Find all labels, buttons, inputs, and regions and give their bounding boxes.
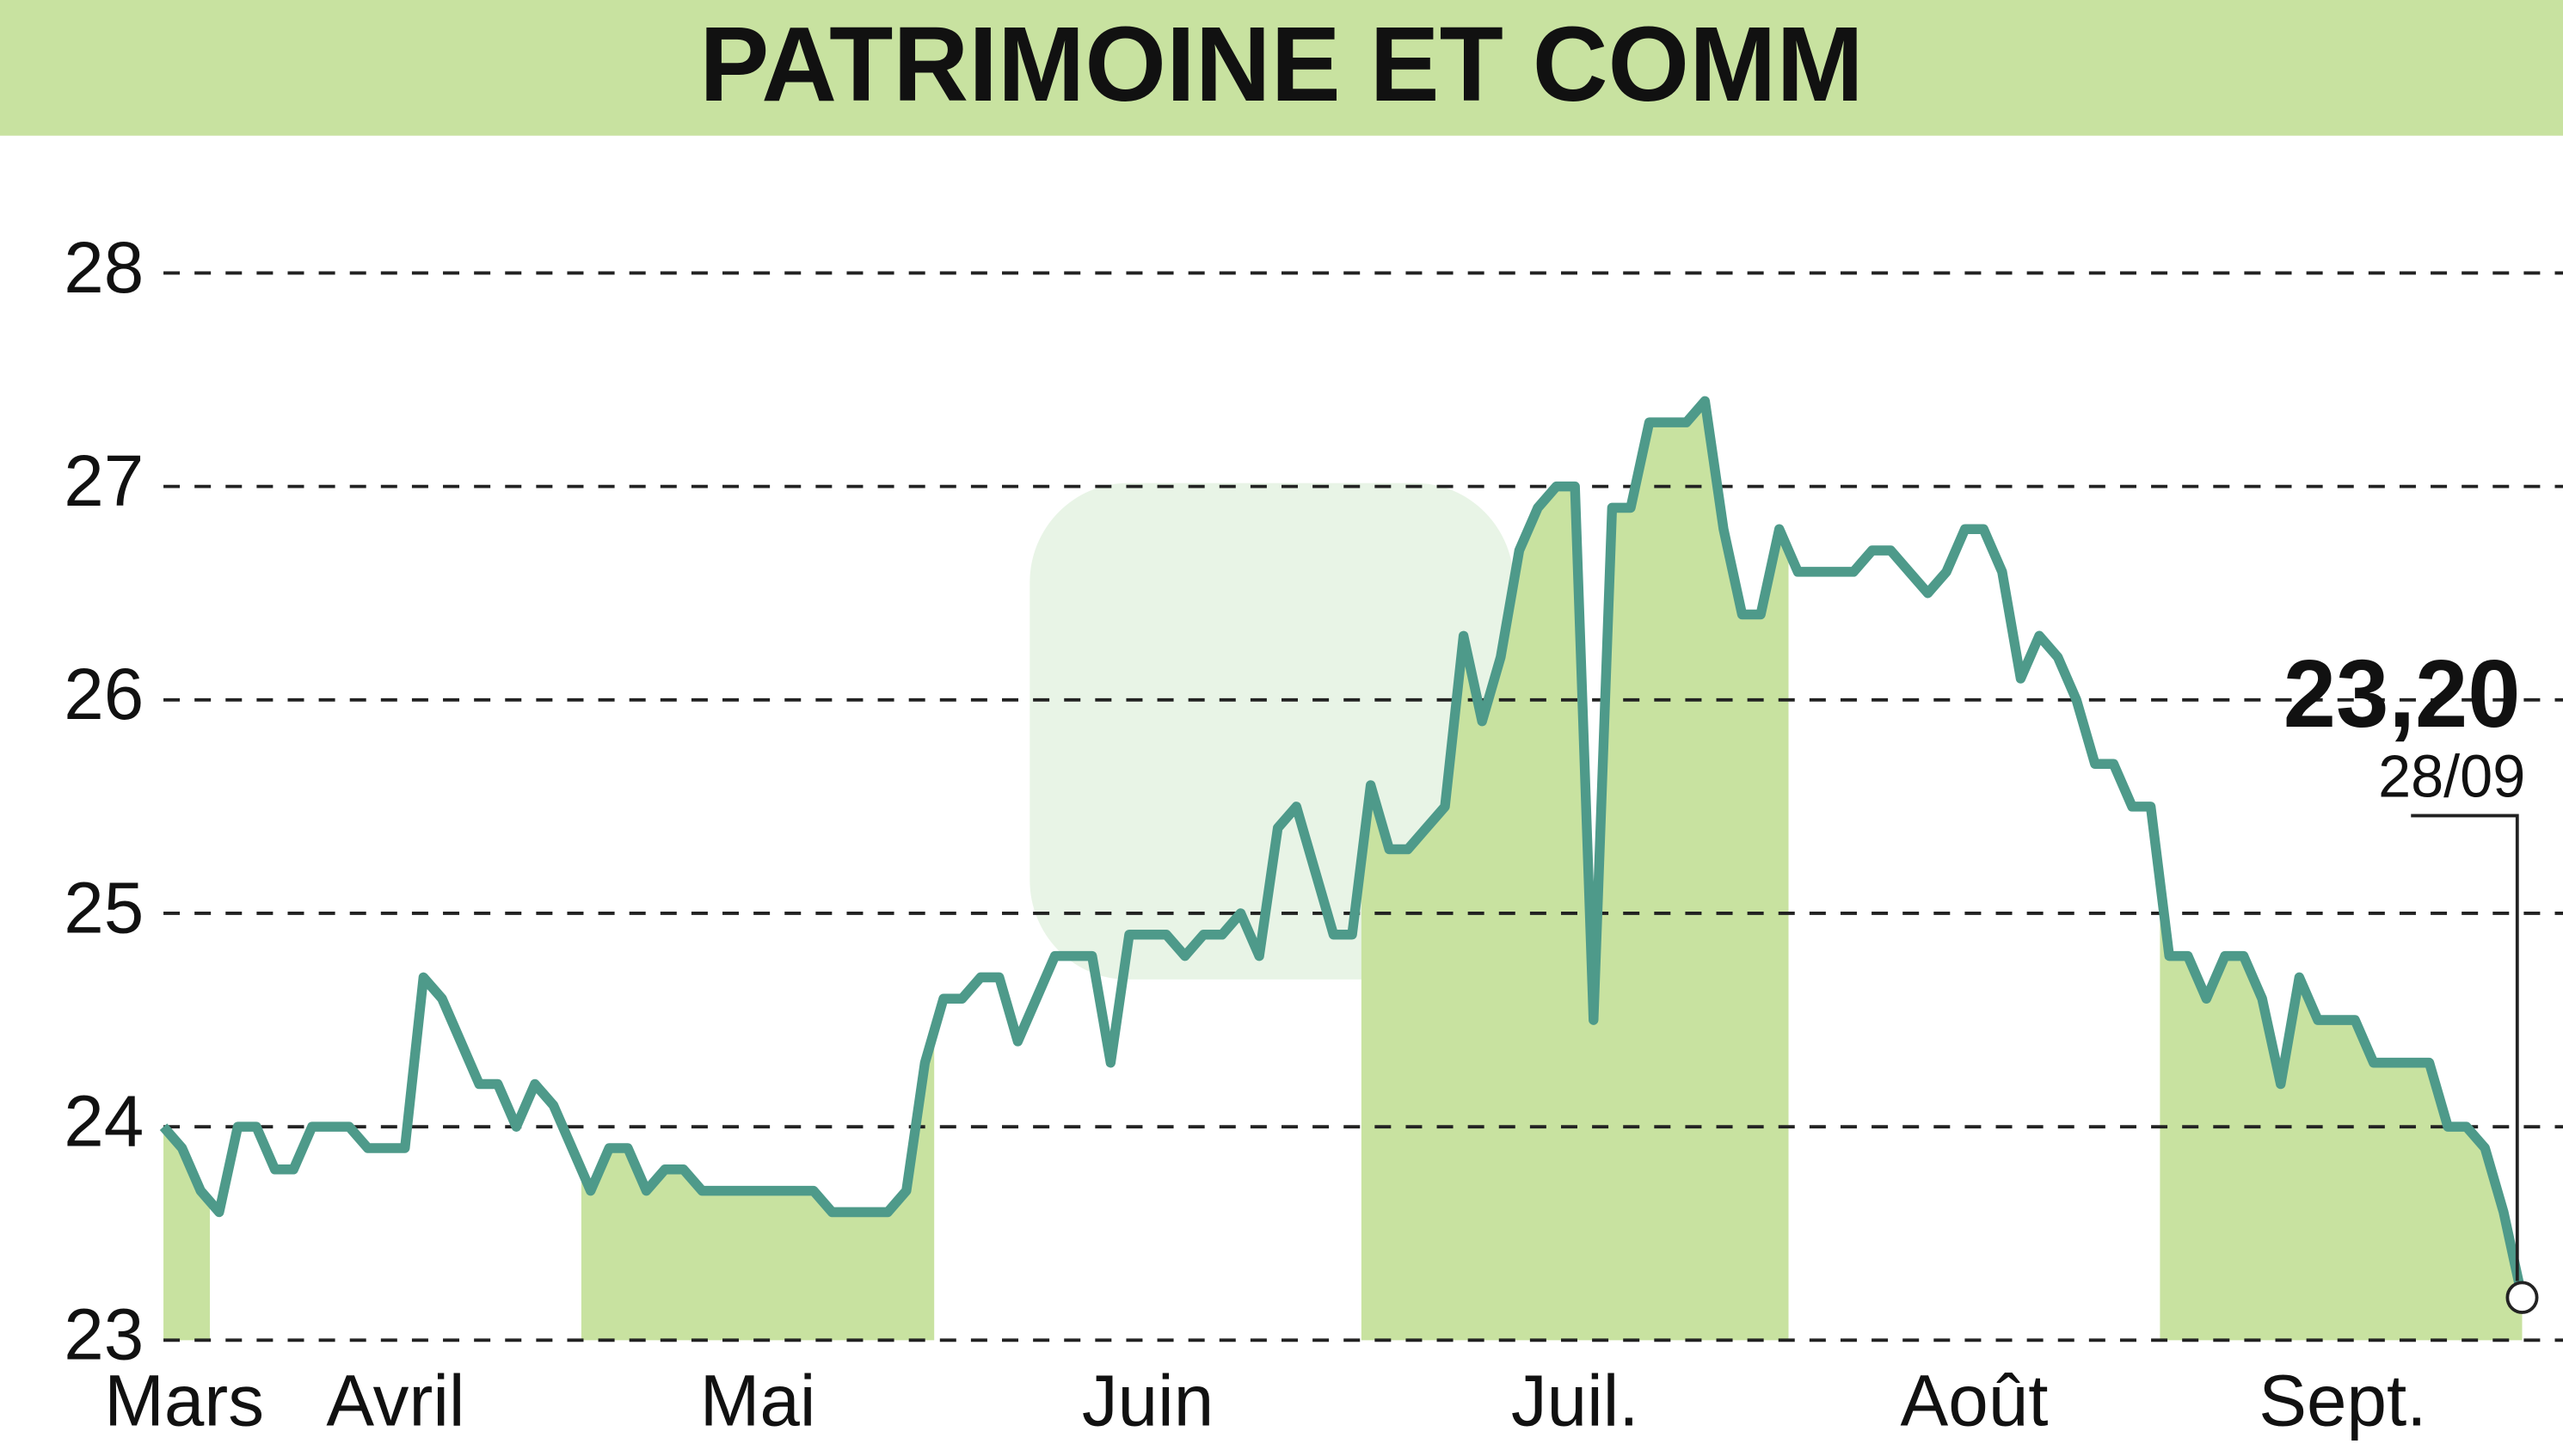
y-tick-label: 23 [64, 1293, 144, 1375]
chart-title: PATRIMOINE ET COMM [699, 4, 1864, 123]
y-tick-label: 28 [64, 226, 144, 308]
x-tick-label: Juil. [1511, 1360, 1639, 1441]
title-bar [0, 0, 2563, 136]
y-tick-label: 26 [64, 654, 144, 735]
x-tick-label: Sept. [2259, 1360, 2426, 1441]
last-point [2505, 1281, 2539, 1314]
price-line [159, 396, 2528, 1299]
x-tick-label: Mai [700, 1360, 816, 1441]
y-tick-label: 24 [64, 1080, 144, 1162]
last-value-label: 23,20 [2283, 641, 2521, 748]
last-date-label: 28/09 [2378, 743, 2525, 809]
x-tick-label: Août [1900, 1360, 2048, 1441]
y-tick-label: 25 [64, 867, 144, 949]
x-tick-label: Avril [326, 1360, 464, 1441]
callout-line [2411, 814, 2519, 1281]
y-tick-label: 27 [64, 440, 144, 522]
x-tick-label: Mars [104, 1360, 264, 1441]
x-tick-label: Juin [1082, 1360, 1214, 1441]
